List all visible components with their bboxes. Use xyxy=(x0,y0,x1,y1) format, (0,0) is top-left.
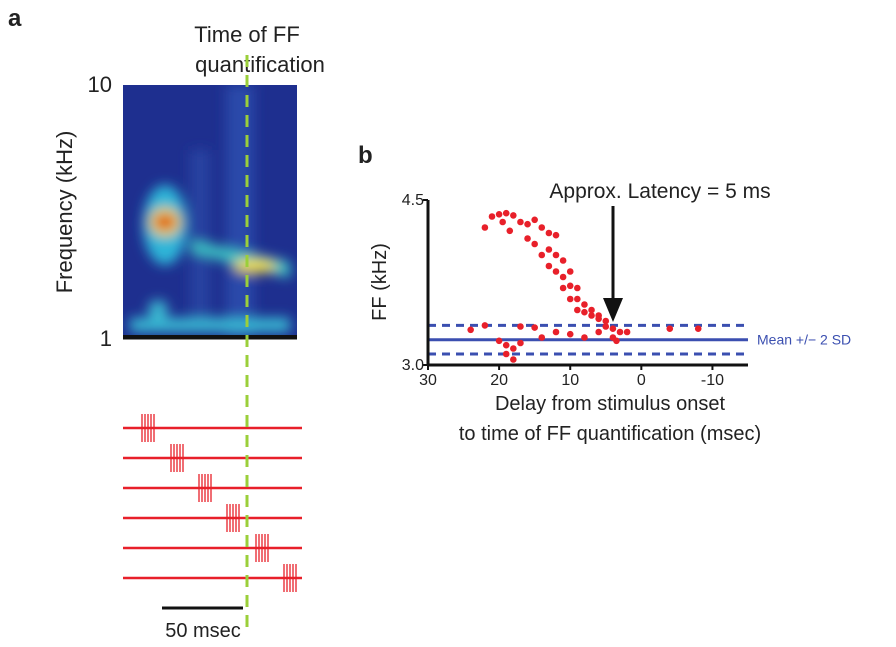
point xyxy=(495,211,503,218)
x-tick-label: 0 xyxy=(637,372,646,389)
panel-label: a xyxy=(8,5,22,32)
point xyxy=(574,284,581,292)
point xyxy=(552,251,560,259)
x-tick-label: -10 xyxy=(701,372,724,389)
point xyxy=(581,334,588,341)
point xyxy=(623,328,631,336)
point xyxy=(552,328,560,336)
point xyxy=(566,268,574,275)
point xyxy=(467,326,474,334)
point xyxy=(595,328,602,336)
point xyxy=(510,356,517,363)
x-tick-label: 10 xyxy=(561,372,579,389)
spectrogram xyxy=(123,85,297,338)
point xyxy=(545,246,553,253)
reference-label: Mean +/− 2 SD xyxy=(757,332,851,348)
point xyxy=(559,273,567,281)
x-axis-label: Delay from stimulus onset xyxy=(495,393,726,415)
point xyxy=(488,213,496,220)
y-tick-label: 1 xyxy=(100,326,112,351)
point xyxy=(552,268,560,275)
point xyxy=(566,282,574,290)
annotation: quantification xyxy=(195,52,325,77)
point xyxy=(694,325,702,333)
point xyxy=(481,322,489,329)
point xyxy=(502,350,510,358)
y-axis-label: Frequency (kHz) xyxy=(52,131,77,294)
x-axis-label: to time of FF quantification (msec) xyxy=(459,423,761,445)
point xyxy=(559,257,567,264)
spikes xyxy=(141,414,297,592)
point xyxy=(517,218,524,226)
point xyxy=(545,229,553,237)
point xyxy=(510,212,517,219)
point xyxy=(538,251,546,259)
point xyxy=(545,262,553,270)
annotation: Time of FF xyxy=(194,22,300,47)
x-tick-label: 20 xyxy=(490,372,508,389)
point xyxy=(502,209,510,217)
point xyxy=(581,308,588,316)
point xyxy=(538,334,546,341)
point xyxy=(581,301,588,308)
y-tick-label: 3.0 xyxy=(402,357,424,374)
point xyxy=(574,295,581,303)
point xyxy=(495,337,503,345)
y-tick-label: 4.5 xyxy=(402,192,424,209)
point xyxy=(502,341,510,349)
point xyxy=(574,306,581,314)
panel-label: b xyxy=(358,142,373,169)
point xyxy=(559,284,567,292)
point xyxy=(602,317,610,325)
scale-bar-label: 50 msec xyxy=(165,620,241,642)
point xyxy=(588,306,595,314)
plot: Mean +/− 2 SD 4.5 3.030 20 10 0 -10 xyxy=(402,192,851,389)
y-axis-label: FF (kHz) xyxy=(369,243,391,321)
point xyxy=(531,240,538,248)
y-tick-label: 10 xyxy=(88,72,112,97)
point xyxy=(566,295,574,303)
point xyxy=(616,328,624,336)
point xyxy=(666,325,674,333)
point xyxy=(566,330,574,338)
point xyxy=(595,315,602,323)
point xyxy=(538,224,546,231)
point xyxy=(531,216,538,224)
point xyxy=(506,227,514,235)
raster xyxy=(123,426,302,580)
annotation: Approx. Latency = 5 ms xyxy=(549,180,770,203)
point xyxy=(517,323,524,330)
point xyxy=(531,324,538,331)
point xyxy=(609,325,617,333)
point xyxy=(517,339,524,347)
x-tick-label: 30 xyxy=(419,372,437,389)
point xyxy=(510,345,517,352)
point xyxy=(613,337,620,345)
arrow xyxy=(603,206,623,322)
point xyxy=(588,312,595,319)
point xyxy=(552,231,560,239)
point xyxy=(481,224,489,231)
point xyxy=(602,323,610,330)
point xyxy=(524,220,531,228)
point xyxy=(524,235,531,242)
point xyxy=(499,218,506,226)
